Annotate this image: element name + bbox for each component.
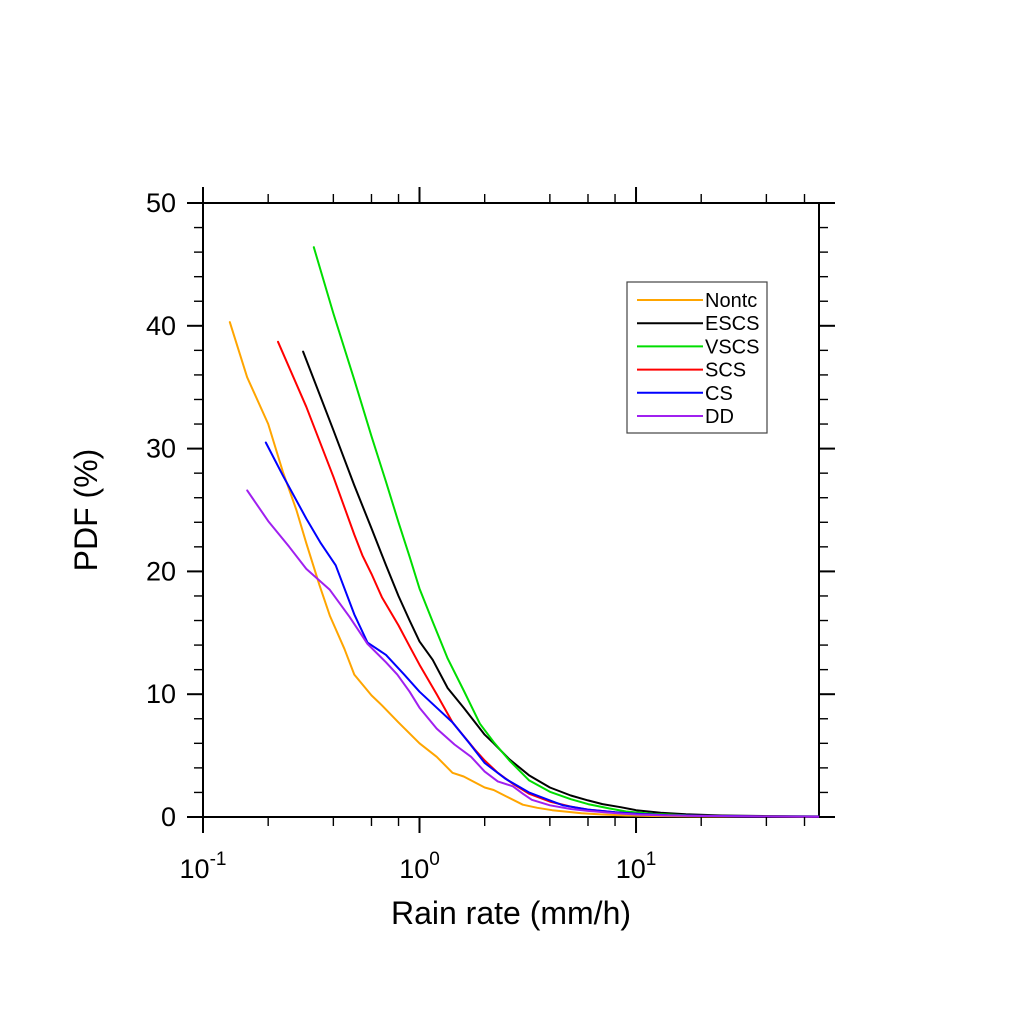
- legend-label-cs: CS: [705, 383, 733, 405]
- series-line-cs: [264, 441, 820, 818]
- y-tick-label: 50: [146, 188, 176, 218]
- y-tick-label: 10: [146, 679, 176, 709]
- x-tick-label: 100: [399, 849, 440, 884]
- series-layer: [228, 246, 820, 818]
- legend-label-nontc: Nontc: [705, 290, 757, 312]
- plot-border: [202, 202, 820, 818]
- y-tick-label: 40: [146, 311, 176, 341]
- plot-frame-layer: [202, 202, 820, 818]
- legend-label-vscs: VSCS: [705, 336, 759, 358]
- series-line-dd: [246, 489, 820, 818]
- legend-box: [626, 281, 768, 434]
- x-tick-label: 101: [616, 849, 657, 884]
- y-tick-label: 0: [161, 802, 176, 832]
- legend-label-scs: SCS: [705, 360, 746, 382]
- series-line-nontc: [228, 321, 813, 818]
- legend-label-dd: DD: [705, 406, 734, 428]
- legend-label-escs: ESCS: [705, 313, 759, 335]
- tick-layer: [187, 187, 835, 833]
- x-tick-label: 10-1: [180, 849, 227, 884]
- y-axis-title: PDF (%): [68, 449, 104, 572]
- x-axis-title: Rain rate (mm/h): [391, 895, 631, 931]
- y-tick-label: 30: [146, 434, 176, 464]
- y-tick-label: 20: [146, 556, 176, 586]
